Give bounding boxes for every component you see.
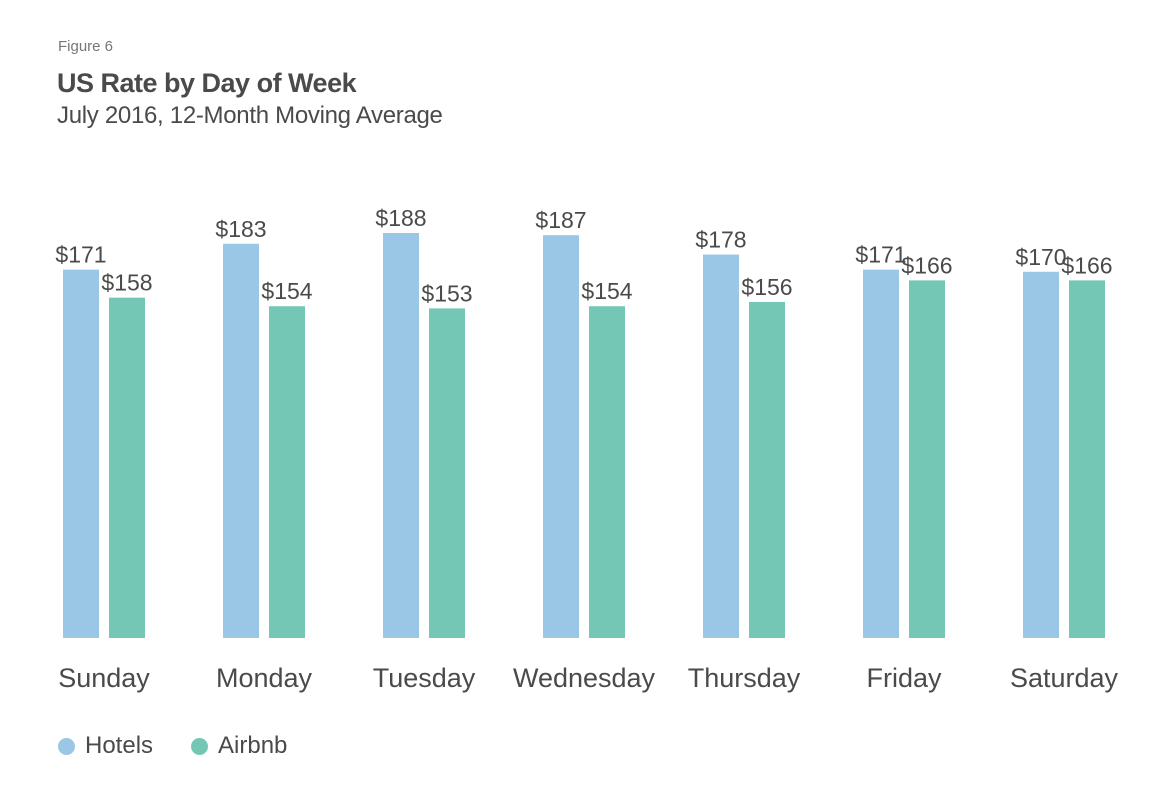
bar-hotels-tuesday [383, 233, 419, 638]
bar-hotels-friday [863, 269, 899, 638]
bar-hotels-wednesday [543, 235, 579, 639]
data-label-hotels-saturday: $170 [1015, 244, 1066, 270]
data-label-hotels-thursday: $178 [695, 227, 746, 253]
bar-airbnb-friday [909, 280, 945, 638]
data-label-hotels-wednesday: $187 [535, 207, 586, 233]
data-label-airbnb-saturday: $166 [1061, 252, 1112, 278]
figure-label: Figure 6 [58, 38, 114, 55]
bar-airbnb-monday [269, 306, 305, 638]
data-label-hotels-sunday: $171 [55, 242, 106, 268]
bar-hotels-monday [223, 243, 259, 638]
legend-item-hotels: Hotels [58, 732, 153, 760]
data-label-airbnb-tuesday: $153 [421, 280, 472, 306]
x-tick-label-tuesday: Tuesday [373, 663, 476, 693]
legend-swatch-airbnb [191, 737, 209, 755]
data-label-hotels-friday: $171 [855, 242, 906, 268]
x-tick-label-thursday: Thursday [688, 663, 801, 693]
legend-swatch-hotels [58, 737, 75, 755]
data-label-hotels-monday: $183 [215, 216, 266, 242]
bar-hotels-saturday [1023, 271, 1059, 638]
legend-label-airbnb: Airbnb [218, 732, 288, 759]
data-label-airbnb-wednesday: $154 [581, 278, 632, 304]
legend-item-airbnb: Airbnb [191, 732, 287, 760]
x-tick-label-sunday: Sunday [58, 663, 150, 693]
bar-airbnb-sunday [109, 297, 145, 638]
x-tick-label-monday: Monday [216, 663, 313, 693]
x-tick-label-wednesday: Wednesday [513, 663, 656, 693]
chart-title: US Rate by Day of Week [57, 68, 357, 98]
bar-airbnb-thursday [749, 301, 785, 638]
x-tick-label-friday: Friday [866, 663, 942, 693]
bar-hotels-sunday [63, 269, 99, 638]
legend: Hotels Airbnb [58, 732, 325, 760]
data-label-airbnb-sunday: $158 [101, 270, 152, 296]
bar-airbnb-wednesday [589, 306, 625, 638]
data-label-airbnb-friday: $166 [901, 252, 952, 278]
data-label-hotels-tuesday: $188 [375, 205, 426, 231]
bar-hotels-thursday [703, 254, 739, 639]
data-label-airbnb-monday: $154 [261, 278, 312, 304]
bar-airbnb-tuesday [429, 308, 465, 638]
x-tick-label-saturday: Saturday [1010, 663, 1119, 693]
legend-label-hotels: Hotels [85, 732, 154, 759]
bar-airbnb-saturday [1069, 280, 1105, 638]
data-label-airbnb-thursday: $156 [741, 274, 792, 300]
chart-subtitle: July 2016, 12-Month Moving Average [57, 102, 443, 129]
